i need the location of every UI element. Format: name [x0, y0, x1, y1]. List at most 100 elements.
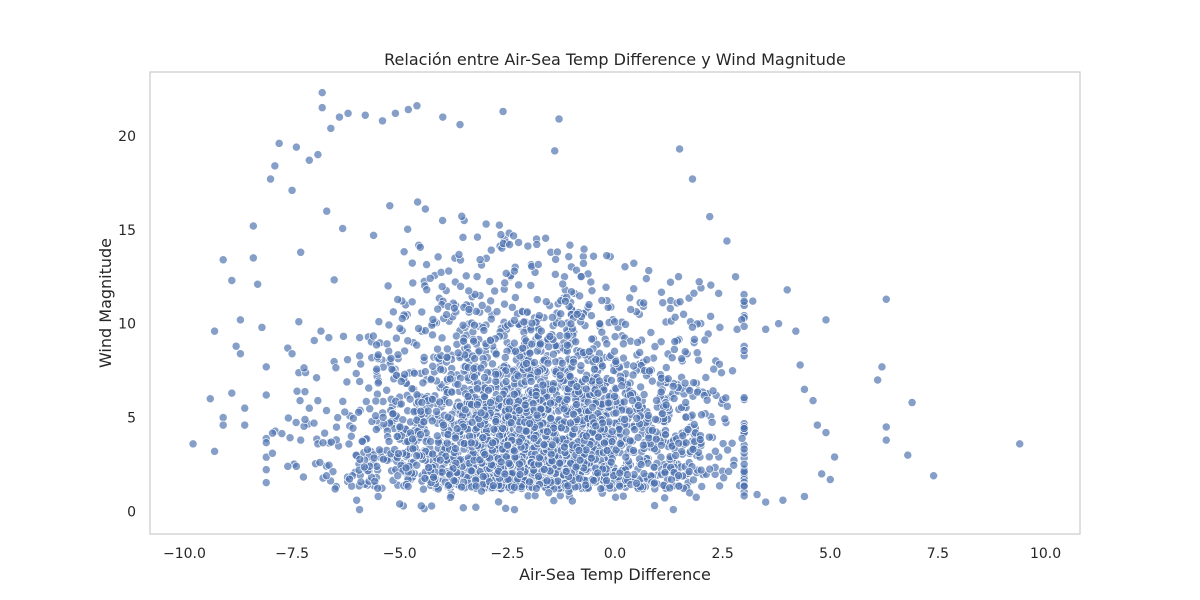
scatter-point	[721, 393, 731, 403]
scatter-point	[316, 326, 326, 336]
scatter-point	[532, 295, 542, 305]
scatter-point	[510, 293, 520, 302]
scatter-point	[621, 452, 631, 462]
scatter-point	[739, 491, 749, 501]
scatter-point	[700, 335, 710, 345]
scatter-point	[454, 250, 464, 259]
scatter-point	[639, 298, 649, 308]
scatter-point	[615, 468, 625, 478]
scatter-point	[618, 339, 628, 349]
scatter-point	[496, 230, 506, 240]
y-tick-label: 20	[118, 129, 136, 145]
scatter-point	[714, 288, 724, 298]
scatter-point	[437, 467, 447, 477]
scatter-point	[584, 347, 594, 356]
scatter-point	[292, 386, 302, 396]
scatter-point	[590, 364, 599, 374]
scatter-point	[731, 272, 741, 282]
scatter-point	[296, 247, 306, 257]
scatter-point	[494, 220, 504, 230]
scatter-point	[606, 457, 616, 467]
scatter-point	[544, 488, 554, 498]
scatter-point	[660, 493, 670, 503]
scatter-point	[342, 377, 352, 387]
scatter-point	[907, 398, 917, 407]
scatter-point	[629, 361, 639, 371]
scatter-point	[416, 406, 426, 416]
scatter-point	[877, 362, 887, 372]
scatter-point	[669, 394, 679, 404]
scatter-point	[261, 465, 271, 475]
scatter-point	[821, 315, 831, 325]
scatter-point	[520, 400, 530, 410]
x-tick-label: −7.5	[275, 546, 309, 562]
scatter-point	[817, 469, 827, 479]
y-ticks: 0 5 10 15 20	[118, 129, 136, 521]
scatter-point	[689, 419, 699, 429]
scatter-point	[556, 309, 566, 319]
scatter-point	[496, 457, 506, 467]
scatter-point	[253, 279, 263, 289]
scatter-point	[352, 495, 362, 505]
scatter-point	[364, 383, 374, 393]
scatter-point	[562, 395, 572, 404]
scatter-point	[317, 103, 327, 113]
scatter-point	[684, 467, 694, 477]
scatter-point	[602, 251, 612, 261]
scatter-point	[484, 385, 493, 395]
scatter-point	[317, 88, 327, 98]
scatter-point	[474, 346, 484, 356]
scatter-point	[371, 396, 381, 406]
scatter-point	[417, 307, 427, 317]
scatter-point	[589, 476, 599, 485]
scatter-point	[450, 433, 460, 443]
scatter-point	[428, 394, 437, 404]
scatter-point	[309, 418, 319, 428]
scatter-point	[374, 317, 384, 327]
scatter-point	[385, 201, 395, 211]
scatter-point	[461, 271, 471, 281]
scatter-point	[378, 412, 388, 422]
scatter-point	[388, 409, 398, 419]
scatter-point	[626, 305, 636, 314]
scatter-point	[329, 275, 339, 285]
scatter-point	[218, 255, 228, 265]
scatter-point	[418, 378, 428, 388]
scatter-point	[235, 349, 245, 359]
scatter-point	[737, 433, 747, 443]
scatter-point	[326, 437, 336, 447]
scatter-point	[718, 439, 728, 449]
scatter-point	[509, 389, 519, 399]
scatter-point	[322, 406, 331, 416]
scatter-point	[610, 317, 620, 327]
scatter-point	[536, 326, 546, 336]
scatter-point	[629, 284, 639, 294]
scatter-point	[546, 449, 556, 459]
scatter-point	[881, 422, 891, 432]
scatter-point	[429, 472, 439, 482]
scatter-point	[205, 394, 215, 404]
scatter-point	[649, 478, 659, 488]
scatter-point	[248, 221, 258, 231]
scatter-point	[383, 281, 393, 291]
scatter-point	[300, 414, 310, 424]
scatter-point	[412, 101, 422, 111]
scatter-point	[526, 280, 536, 290]
scatter-point	[1015, 439, 1025, 449]
scatter-point	[470, 354, 480, 364]
x-axis-label: Air-Sea Temp Difference	[519, 565, 711, 584]
scatter-point	[739, 459, 749, 469]
scatter-point	[401, 463, 411, 473]
scatter-point	[283, 413, 293, 423]
scatter-point	[453, 348, 463, 358]
scatter-point	[531, 483, 541, 493]
scatter-point	[586, 453, 596, 463]
scatter-point	[428, 314, 438, 324]
scatter-point	[574, 445, 584, 455]
scatter-point	[575, 291, 585, 301]
scatter-point	[532, 239, 542, 249]
scatter-point	[470, 320, 479, 330]
scatter-point	[351, 369, 361, 378]
scatter-point	[598, 361, 607, 371]
